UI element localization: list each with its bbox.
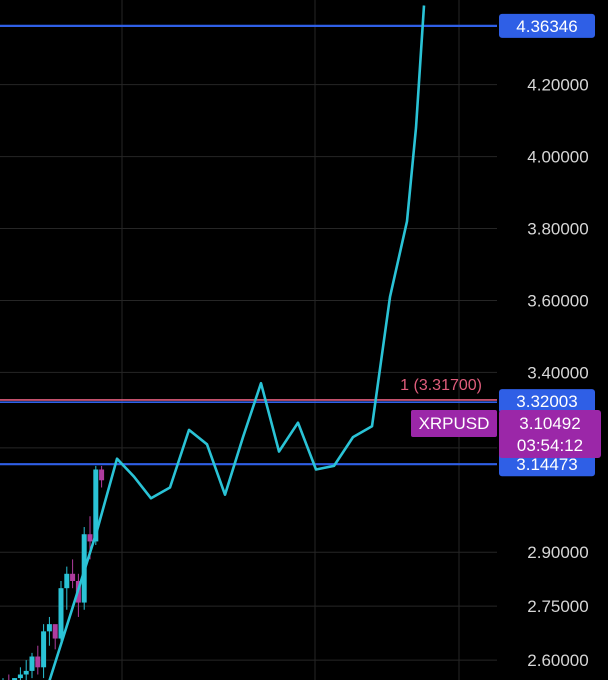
candle-body xyxy=(41,631,47,668)
price-badge xyxy=(499,452,595,477)
vertical-grid-lines xyxy=(121,0,460,680)
candle-body xyxy=(12,678,18,680)
candlestick-series xyxy=(2,465,105,680)
price-badge-label: 3.14473 xyxy=(516,455,577,474)
candle-body xyxy=(52,624,58,639)
candle-body xyxy=(64,573,70,589)
candle-body xyxy=(46,624,52,632)
projection-line-series xyxy=(48,5,426,680)
last-price-label: 3.10492 xyxy=(519,414,580,433)
y-tick-label: 2.75000 xyxy=(527,597,588,616)
candle-body xyxy=(23,670,29,675)
y-tick-label: 2.60000 xyxy=(527,651,588,670)
candle-body xyxy=(35,656,41,668)
candle-body xyxy=(87,534,93,542)
y-tick-label: 2.90000 xyxy=(527,543,588,562)
price-badge xyxy=(499,389,595,414)
candle-body xyxy=(17,674,23,679)
horizontal-grid-lines xyxy=(0,84,497,661)
alert-annotation: 1 (3.31700) xyxy=(400,377,482,394)
projection-line xyxy=(48,5,426,680)
price-badge xyxy=(499,13,595,38)
last-price-badge xyxy=(499,410,601,458)
price-badges: 4.36346 3.32003 1 (3.31700) 3.14473 XRPUSD 3.… xyxy=(400,13,601,477)
price-badge-label: 4.36346 xyxy=(516,17,577,36)
symbol-badge xyxy=(411,410,497,437)
candle-body xyxy=(58,588,64,639)
price-axis: 4.200004.000003.800003.600003.400003.200… xyxy=(527,76,588,670)
candle-body xyxy=(93,469,99,542)
y-tick-label: 3.40000 xyxy=(527,363,588,382)
symbol-label: XRPUSD xyxy=(419,414,490,433)
countdown-label: 03:54:12 xyxy=(517,436,583,455)
y-tick-label: 3.60000 xyxy=(527,291,588,310)
y-tick-label: 4.00000 xyxy=(527,148,588,167)
horizontal-price-lines xyxy=(0,24,497,466)
y-tick-label: 3.80000 xyxy=(527,220,588,239)
price-badge-label: 3.32003 xyxy=(516,392,577,411)
candle-body xyxy=(70,573,76,581)
candle-body xyxy=(29,656,35,671)
y-tick-label: 4.20000 xyxy=(527,76,588,95)
candle-body xyxy=(99,469,105,481)
